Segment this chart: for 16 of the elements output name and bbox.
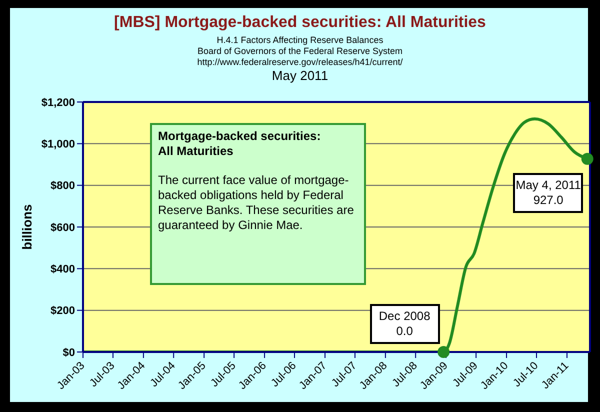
chart-subtitle: H.4.1 Factors Affecting Reserve Balances Board of Governors of the Federal Reserve System http://www.federalreserve.gov/releases/h41/current/: [196, 35, 404, 68]
annotation: May 4, 2011 927.0: [513, 172, 584, 213]
y-axis-title: billions: [20, 204, 35, 250]
chart-title: [MBS] Mortgage-backed securities: All Maturities: [113, 14, 487, 32]
y-tick-label: $1,000: [41, 138, 75, 151]
y-tick-label: $0: [62, 346, 75, 359]
annotation: Dec 2008 0.0: [370, 304, 440, 344]
annotation: Mortgage-backed securities: All Maturities: [158, 129, 322, 159]
y-tick-label: $400: [50, 264, 75, 276]
text: May 2011: [270, 68, 330, 83]
y-tick-label: $800: [50, 180, 75, 192]
y-tick-label: $600: [50, 222, 75, 234]
annotation: The current face value of mortgage-backed obligations held by Federal Reserve Banks. These securities are guaranteed by Ginnie Mae.: [158, 173, 355, 233]
y-tick-label: $1,200: [41, 96, 75, 109]
text-box: Mortgage-backed securities: All Maturities The current face value of mortgage-backed obligations held by Federal Reserve Banks. These securities are guaranteed by Ginnie Mae.: [150, 123, 366, 285]
y-tick-label: $200: [50, 305, 75, 318]
